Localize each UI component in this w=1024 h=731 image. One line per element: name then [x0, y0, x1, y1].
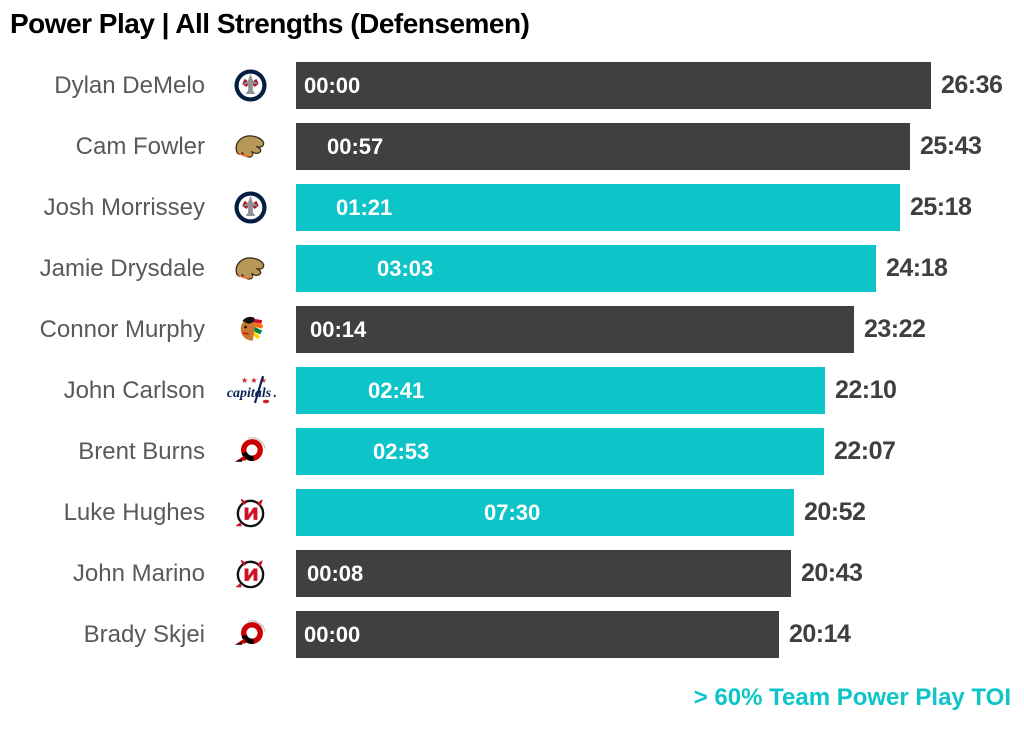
player-name: Josh Morrissey: [43, 193, 205, 221]
bar-rows: Dylan DeMelo 00:00 26:36 Cam Fowler 00:5…: [0, 62, 1024, 672]
total-toi-bar: 07:30: [296, 489, 794, 536]
player-name: Connor Murphy: [39, 315, 205, 343]
njd-team-logo-icon: [205, 556, 296, 591]
power-play-toi-label: 02:53: [373, 439, 430, 464]
player-row: Jamie Drysdale 03:03 24:18: [0, 245, 1024, 292]
player-name: John Marino: [72, 559, 205, 587]
player-row: Dylan DeMelo 00:00 26:36: [0, 62, 1024, 109]
chart-title: Power Play | All Strengths (Defensemen): [10, 8, 530, 39]
total-toi-bar: 00:08: [296, 550, 791, 597]
svg-text:★ ★ ★: ★ ★ ★: [241, 376, 267, 385]
total-toi-value: 20:14: [789, 620, 851, 648]
power-play-toi-label: 07:30: [484, 500, 541, 525]
player-name: John Carlson: [63, 376, 205, 404]
total-toi-value: 22:10: [835, 376, 897, 404]
chi-team-logo-icon: [205, 312, 296, 347]
total-toi-value: 23:22: [864, 315, 926, 343]
player-name: Cam Fowler: [75, 132, 205, 160]
player-row: John Marino 00:08 20:43: [0, 550, 1024, 597]
power-play-toi-label: 00:08: [307, 561, 364, 586]
highlight-legend-note: > 60% Team Power Play TOI: [693, 684, 1011, 711]
power-play-toi-label: 03:03: [377, 256, 434, 281]
bar-track: 03:03 24:18: [296, 245, 1024, 292]
player-name: Brady Skjei: [83, 620, 205, 648]
total-toi-value: 26:36: [941, 71, 1003, 99]
player-row: Luke Hughes 07:30 20:52: [0, 489, 1024, 536]
bar-track: 01:21 25:18: [296, 184, 1024, 231]
car-team-logo-icon: [205, 617, 296, 652]
player-name: Brent Burns: [78, 437, 205, 465]
player-name: Dylan DeMelo: [54, 71, 205, 99]
total-toi-bar: 00:14: [296, 306, 854, 353]
player-row: Connor Murphy 00:14 23:22: [0, 306, 1024, 353]
power-play-toi-label: 00:00: [304, 622, 361, 647]
ana-team-logo-icon: [205, 252, 296, 285]
bar-track: 00:14 23:22: [296, 306, 1024, 353]
wsh-team-logo-icon: ★ ★ ★ capitals.: [205, 373, 296, 408]
bar-track: 07:30 20:52: [296, 489, 1024, 536]
total-toi-value: 25:18: [910, 193, 972, 221]
total-toi-bar: 00:57: [296, 123, 910, 170]
svg-text:.: .: [273, 386, 277, 401]
total-toi-value: 25:43: [920, 132, 982, 160]
total-toi-value: 24:18: [886, 254, 948, 282]
player-row: Josh Morrissey 01:21 25:18: [0, 184, 1024, 231]
player-row: Brent Burns 02:53 22:07: [0, 428, 1024, 475]
car-team-logo-icon: [205, 434, 296, 469]
bar-track: 00:08 20:43: [296, 550, 1024, 597]
player-row: John Carlson ★ ★ ★ capitals. 02:41 22:10: [0, 367, 1024, 414]
total-toi-value: 20:43: [801, 559, 863, 587]
wpg-team-logo-icon: [205, 68, 296, 103]
total-toi-bar: 02:53: [296, 428, 824, 475]
bar-track: 02:53 22:07: [296, 428, 1024, 475]
bar-track: 00:00 20:14: [296, 611, 1024, 658]
njd-team-logo-icon: [205, 495, 296, 530]
player-row: Cam Fowler 00:57 25:43: [0, 123, 1024, 170]
bar-track: 02:41 22:10: [296, 367, 1024, 414]
player-row: Brady Skjei 00:00 20:14: [0, 611, 1024, 658]
power-play-toi-label: 00:14: [310, 317, 367, 342]
power-play-toi-label: 00:00: [304, 73, 361, 98]
wpg-team-logo-icon: [205, 190, 296, 225]
total-toi-bar: 02:41: [296, 367, 825, 414]
total-toi-bar: 00:00: [296, 611, 779, 658]
total-toi-bar: 00:00: [296, 62, 931, 109]
power-play-toi-label: 01:21: [336, 195, 393, 220]
player-name: Jamie Drysdale: [39, 254, 205, 282]
svg-text:capitals: capitals: [226, 386, 271, 401]
total-toi-value: 22:07: [834, 437, 896, 465]
power-play-toi-label: 00:57: [327, 134, 384, 159]
power-play-toi-label: 02:41: [368, 378, 425, 403]
bar-track: 00:57 25:43: [296, 123, 1024, 170]
total-toi-bar: 03:03: [296, 245, 876, 292]
total-toi-value: 20:52: [804, 498, 866, 526]
player-name: Luke Hughes: [63, 498, 205, 526]
total-toi-bar: 01:21: [296, 184, 900, 231]
ana-team-logo-icon: [205, 130, 296, 163]
bar-track: 00:00 26:36: [296, 62, 1024, 109]
